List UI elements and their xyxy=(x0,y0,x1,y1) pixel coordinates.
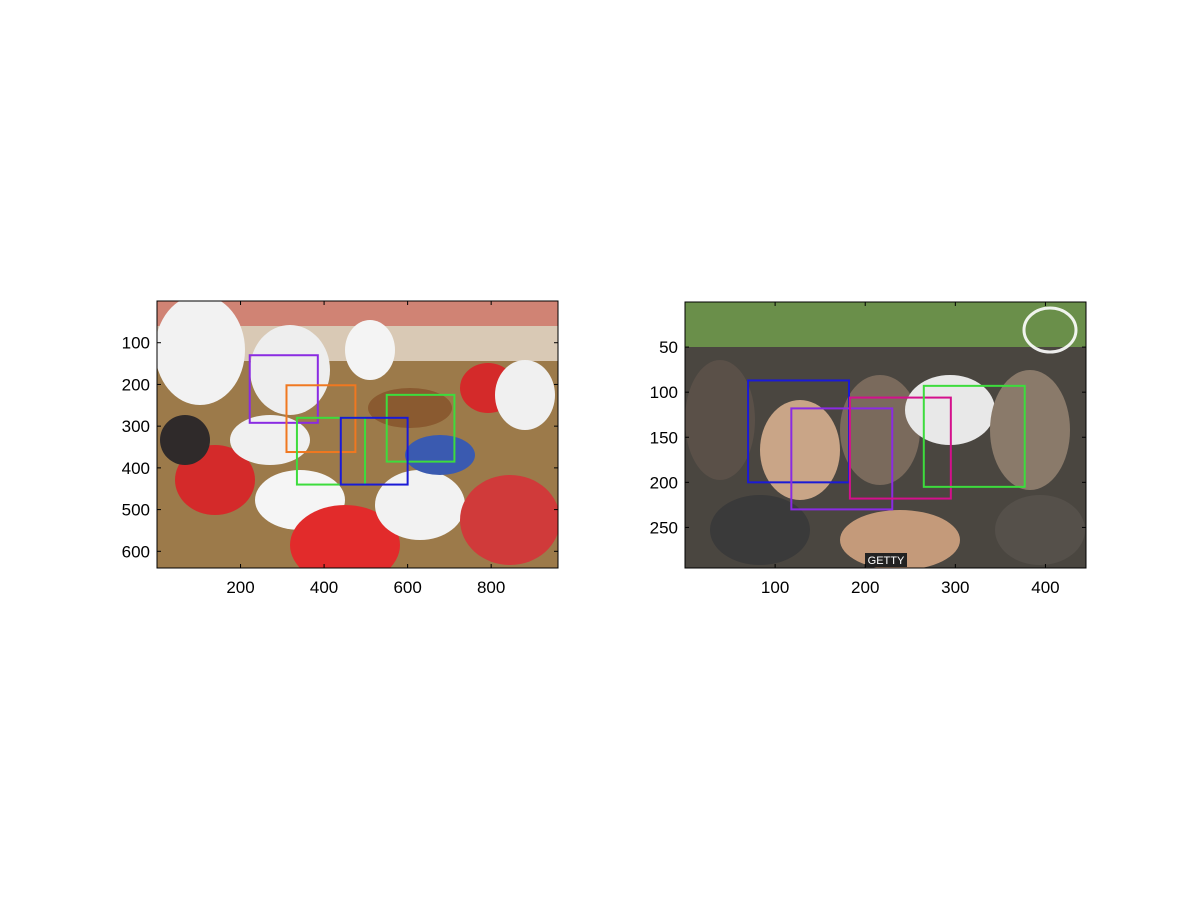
y-tick-label: 300 xyxy=(122,417,150,436)
y-tick-label: 150 xyxy=(650,428,678,447)
x-tick-label: 200 xyxy=(226,578,254,597)
y-tick-label: 100 xyxy=(122,334,150,353)
photo-2: GETTY xyxy=(685,302,1086,568)
x-tick-label: 100 xyxy=(761,578,789,597)
watermark-text: GETTY xyxy=(868,555,905,567)
subplot-1: 200 400 600 800 100 200 300 400 500 600 xyxy=(122,300,559,597)
bounding-box xyxy=(848,396,952,500)
axes-frame-1 xyxy=(156,300,559,569)
x-tick-label: 600 xyxy=(393,578,421,597)
x-tick-label: 200 xyxy=(851,578,879,597)
bounding-box xyxy=(385,393,456,463)
y-tick-label: 600 xyxy=(122,542,150,561)
y-tick-label: 200 xyxy=(650,473,678,492)
x-tick-label: 400 xyxy=(1031,578,1059,597)
y-tick-label: 100 xyxy=(650,383,678,402)
axes-frame-2 xyxy=(684,301,1087,569)
x-tick-label: 800 xyxy=(477,578,505,597)
y-tick-label: 500 xyxy=(122,501,150,520)
y-tick-label: 50 xyxy=(659,338,678,357)
bounding-box xyxy=(790,407,894,511)
subplot-2: GETTY 100 200 300 400 50 100 150 200 250 xyxy=(650,301,1087,597)
y-tick-label: 400 xyxy=(122,459,150,478)
y-tick-label: 250 xyxy=(650,518,678,537)
y-tick-label: 200 xyxy=(122,375,150,394)
bounding-box xyxy=(248,354,319,424)
x-tick-label: 400 xyxy=(310,578,338,597)
bounding-box xyxy=(339,416,409,486)
x-tick-label: 300 xyxy=(941,578,969,597)
bounding-box xyxy=(922,384,1026,488)
photo-1 xyxy=(157,301,558,568)
bounding-box xyxy=(295,416,367,486)
